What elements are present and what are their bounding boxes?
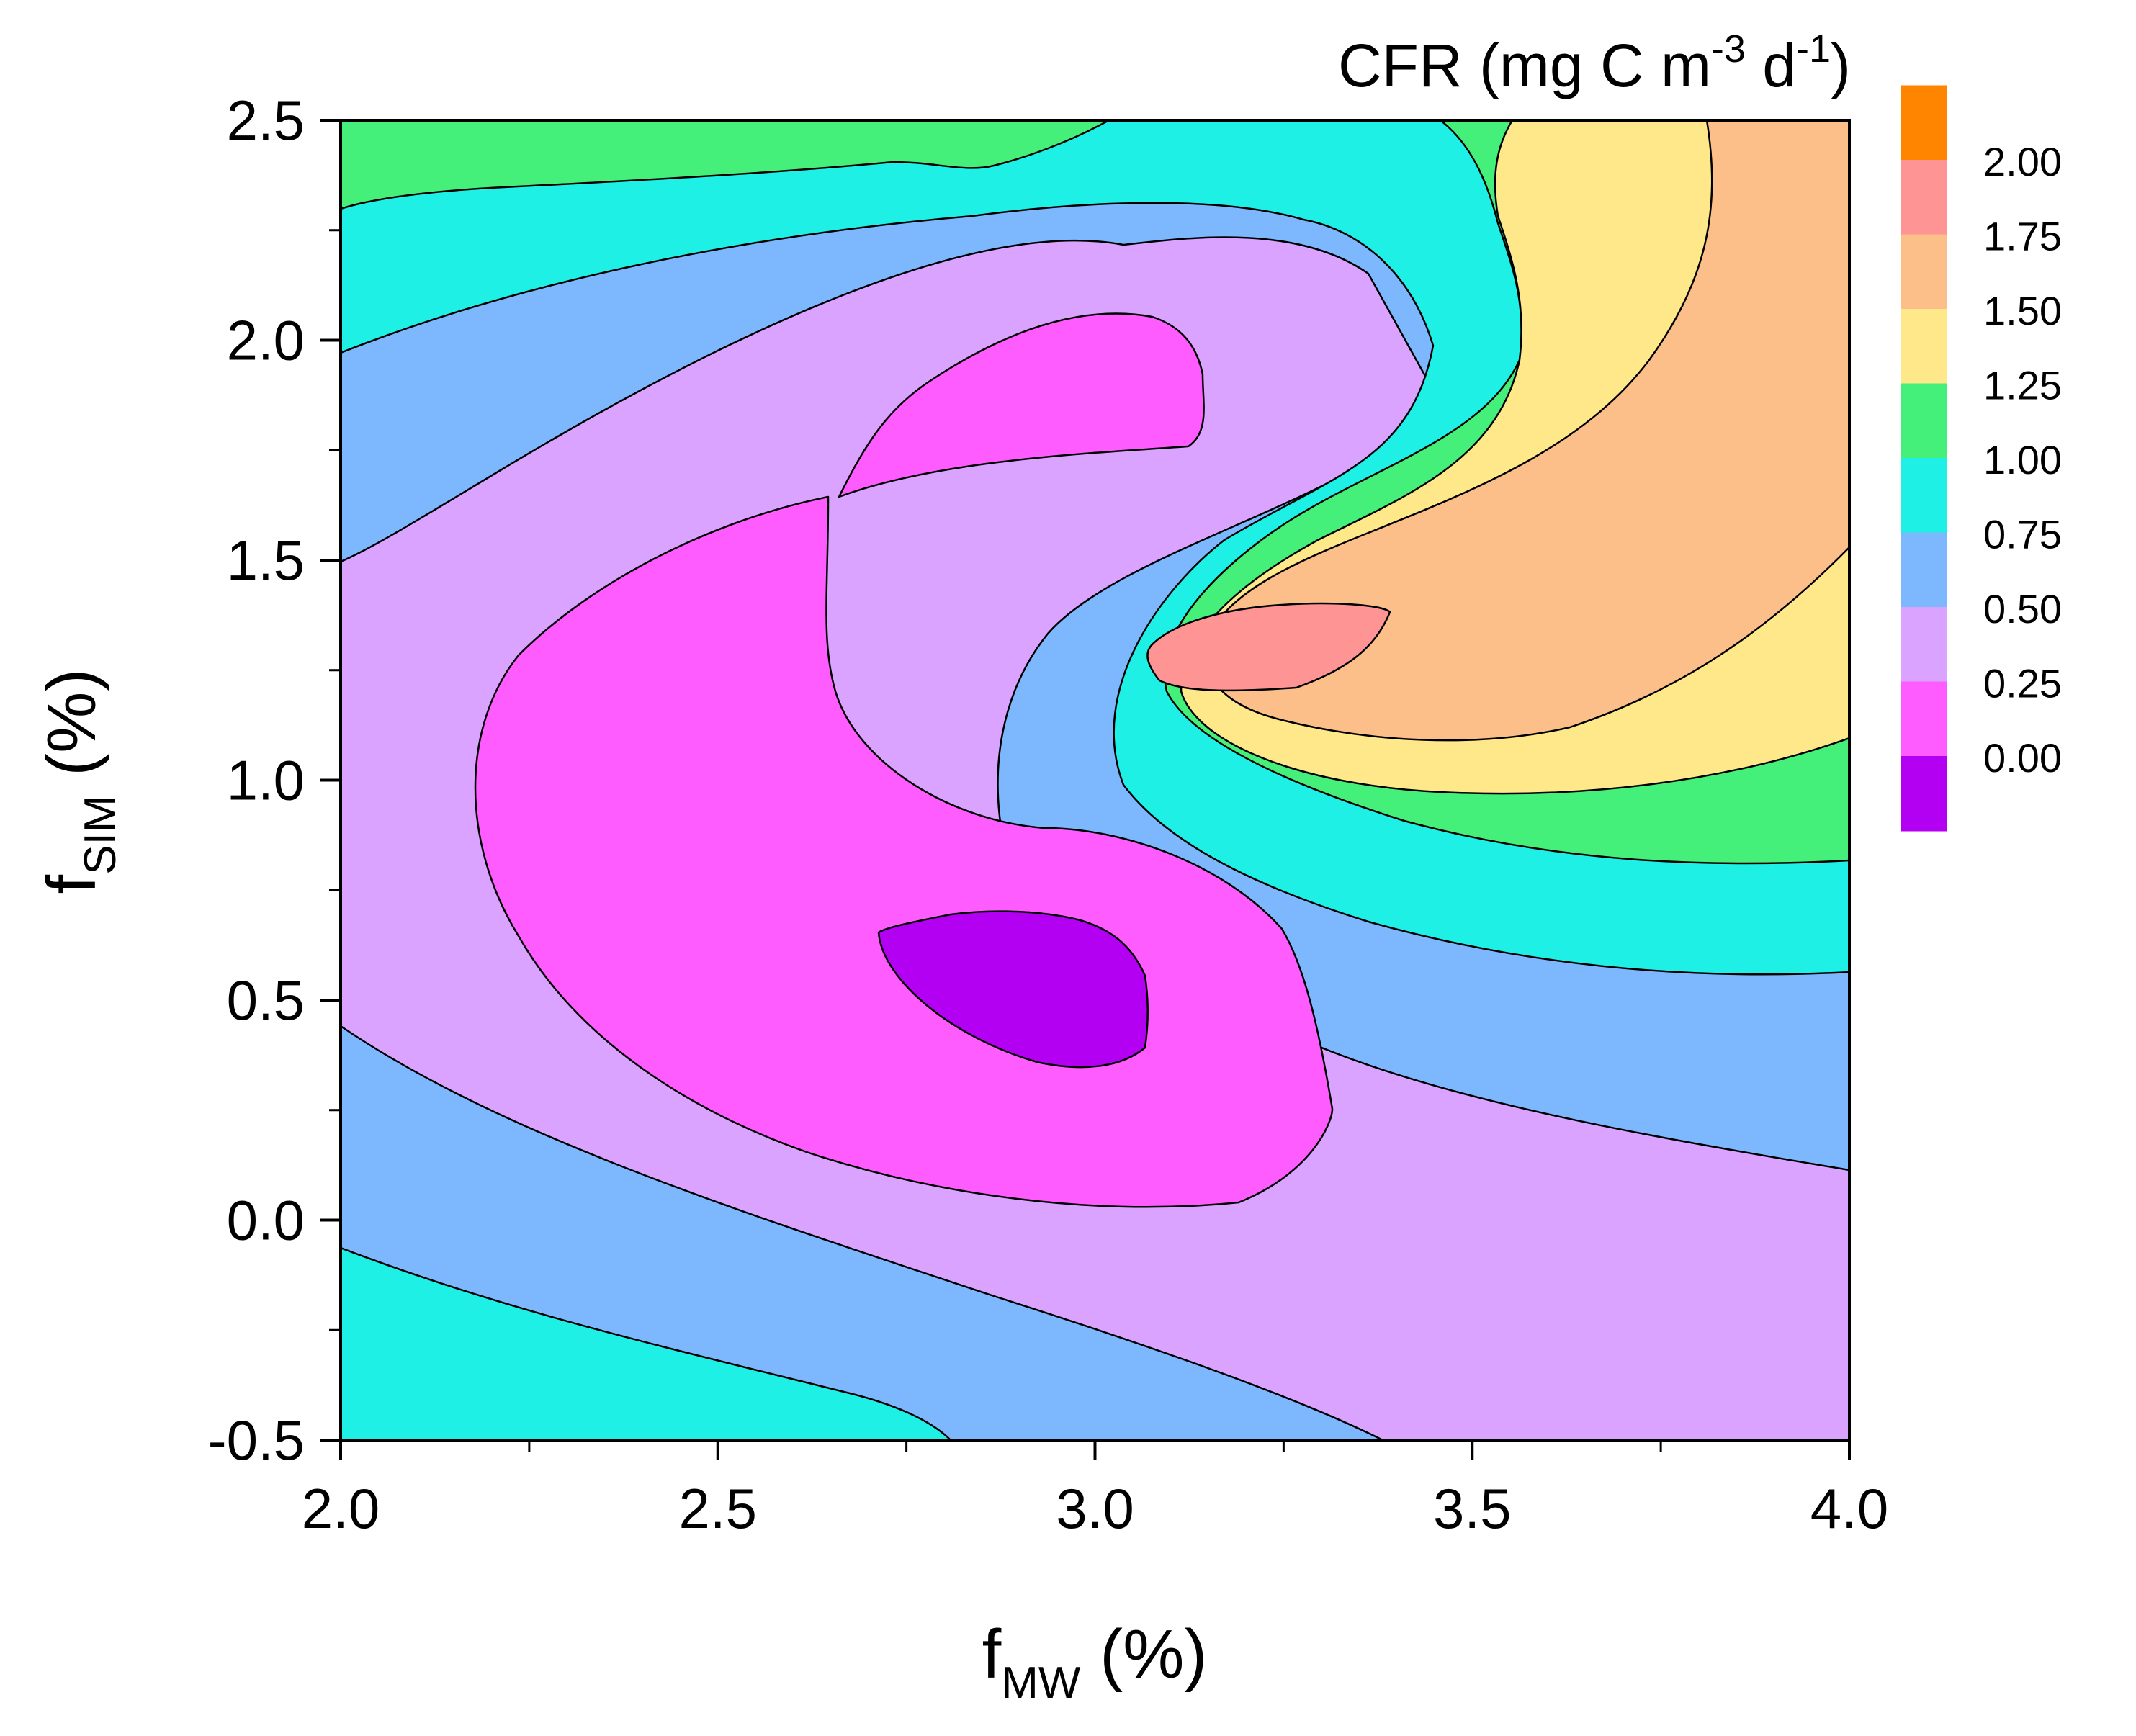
- plot-area: [341, 120, 1849, 1440]
- x-tick-label: 3.0: [1056, 1477, 1134, 1540]
- y-tick-label: 2.0: [227, 309, 305, 372]
- x-tick-label: 4.0: [1810, 1477, 1888, 1540]
- contour-band-2.00: [1146, 602, 1391, 692]
- x-axis: 2.0 2.5 3.0 3.5 4.0: [302, 1440, 1888, 1540]
- colorbar-swatch: [1901, 234, 1947, 310]
- colorbar-label-1.25: 1.25: [1983, 363, 2062, 408]
- colorbar-swatch: [1901, 383, 1947, 459]
- colorbar-swatch: [1901, 756, 1947, 832]
- y-axis-label: fSIM (%): [33, 669, 125, 894]
- colorbar-swatch: [1901, 309, 1947, 384]
- colorbar-swatch: [1901, 160, 1947, 235]
- y-tick-label: 1.5: [227, 529, 305, 592]
- colorbar-label-1.00: 1.00: [1983, 437, 2062, 482]
- contour-band-0.00: [877, 910, 1149, 1069]
- colorbar-label-0.50: 0.50: [1983, 586, 2062, 631]
- colorbar-label-1.75: 1.75: [1983, 214, 2062, 259]
- y-tick-label: 0.5: [227, 968, 305, 1032]
- colorbar-label-0.00: 0.00: [1983, 735, 2062, 781]
- x-tick-label: 2.0: [302, 1477, 380, 1540]
- colorbar-label-0.25: 0.25: [1983, 661, 2062, 706]
- chart-title: CFR (mg C m-3 d-1): [1338, 27, 1851, 99]
- y-tick-label: 1.0: [227, 749, 305, 812]
- colorbar-swatch-top: [1901, 85, 1947, 160]
- y-tick-label: 2.5: [227, 89, 305, 152]
- colorbar-swatch: [1901, 458, 1947, 534]
- colorbar-label-1.50: 1.50: [1983, 288, 2062, 333]
- x-axis-label: fMW (%): [982, 1616, 1208, 1708]
- colorbar-swatch: [1901, 532, 1947, 608]
- y-tick-label: -0.5: [208, 1408, 305, 1472]
- colorbar-label-2.00: 2.00: [1983, 139, 2062, 184]
- y-tick-label: 0.0: [227, 1189, 305, 1252]
- colorbar-swatch: [1901, 681, 1947, 757]
- y-axis: -0.5 0.0 0.5 1.0 1.5 2.0 2.5: [208, 89, 341, 1472]
- x-tick-label: 2.5: [679, 1477, 757, 1540]
- contour-band-0.25-upper: [838, 312, 1205, 498]
- x-tick-label: 3.5: [1433, 1477, 1511, 1540]
- colorbar-legend: 2.00 1.75 1.50 1.25 1.00 0.75 0.50 0.25 0.00: [1901, 85, 2062, 832]
- colorbar-swatch: [1901, 607, 1947, 683]
- contour-band-1.00-bottom: [341, 1246, 952, 1440]
- colorbar-label-0.75: 0.75: [1983, 512, 2062, 557]
